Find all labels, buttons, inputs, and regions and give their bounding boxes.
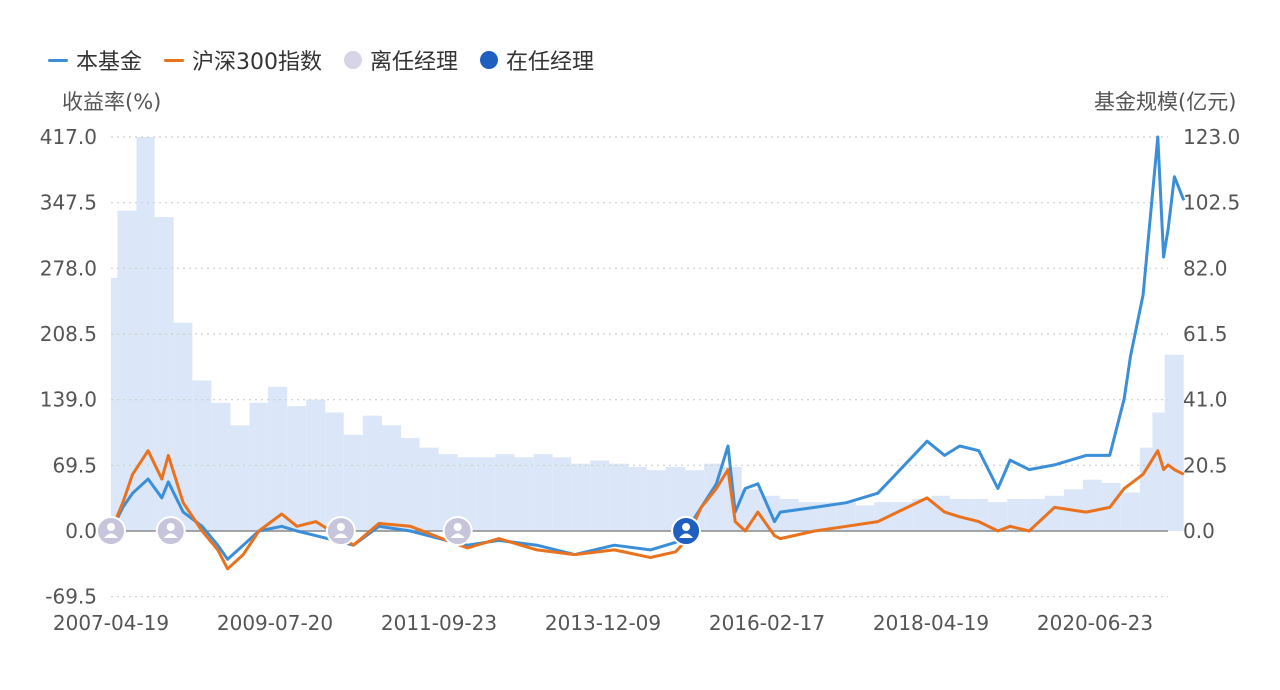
chart-legend: 本基金 沪深300指数 离任经理 在任经理	[48, 44, 594, 76]
aum-bar	[609, 463, 629, 531]
aum-bar	[268, 386, 288, 531]
aum-bar	[685, 470, 705, 531]
aum-bar	[476, 457, 496, 531]
manager-body-icon	[679, 533, 694, 538]
right-tick-label: 102.5	[1183, 191, 1240, 215]
right-tick-label: 123.0	[1183, 125, 1240, 149]
left-tick-label: 0.0	[65, 519, 97, 543]
legend-label-fund: 本基金	[76, 50, 143, 75]
aum-bar	[988, 502, 1008, 531]
legend-item-index[interactable]: 沪深300指数	[164, 44, 322, 76]
aum-bar	[949, 498, 970, 531]
aum-bar	[646, 470, 666, 531]
aum-bar	[1120, 492, 1140, 531]
aum-bar	[419, 447, 439, 531]
x-tick-label: 2016-02-17	[709, 611, 825, 635]
aum-bar	[533, 454, 553, 531]
aum-bar	[665, 466, 686, 531]
aum-bar	[1007, 498, 1026, 531]
aum-bar	[325, 412, 344, 531]
legend-item-fund[interactable]: 本基金	[48, 44, 142, 76]
right-tick-label: 41.0	[1183, 388, 1228, 412]
aum-bar	[173, 322, 193, 531]
aum-bar	[1082, 479, 1102, 531]
aum-bar	[401, 438, 420, 531]
former-manager-icon	[344, 51, 363, 69]
legend-item-former-manager[interactable]: 离任经理	[344, 44, 458, 76]
legend-item-current-manager[interactable]: 在任经理	[480, 44, 594, 76]
x-tick-label: 2013-12-09	[545, 611, 661, 635]
right-axis-title: 基金规模(亿元)	[1094, 90, 1237, 114]
aum-bar	[836, 502, 856, 531]
aum-bar	[855, 505, 875, 531]
fund-line-swatch	[48, 58, 68, 62]
aum-bar	[1164, 354, 1184, 531]
left-tick-label: 208.5	[40, 322, 97, 346]
current-manager-icon	[480, 51, 499, 69]
aum-bar	[495, 454, 515, 531]
aum-bar	[893, 502, 913, 531]
aum-bar	[438, 454, 458, 531]
aum-bar	[628, 466, 647, 531]
aum-bar	[381, 425, 402, 531]
manager-body-icon	[104, 533, 118, 538]
legend-label-current-manager: 在任经理	[506, 50, 595, 75]
aum-bar	[571, 463, 591, 531]
aum-bar	[514, 457, 534, 531]
manager-body-icon	[333, 533, 348, 538]
right-tick-label: 20.5	[1183, 453, 1228, 477]
index-return-line	[109, 449, 1185, 571]
left-tick-label: 347.5	[40, 191, 97, 215]
legend-label-former-manager: 离任经理	[370, 50, 459, 75]
aum-bar	[1139, 447, 1153, 531]
aum-bar	[457, 457, 477, 531]
aum-bar	[874, 502, 894, 531]
x-tick-label: 2011-09-23	[381, 611, 497, 635]
aum-bar	[362, 415, 382, 531]
aum-bar	[249, 402, 269, 531]
aum-bar	[154, 217, 174, 531]
aum-bar	[590, 460, 610, 531]
manager-body-icon	[163, 533, 178, 538]
manager-head-icon	[107, 523, 115, 531]
aum-bar	[912, 498, 932, 531]
aum-bar	[552, 457, 572, 531]
x-tick-label: 2007-04-19	[53, 611, 169, 635]
left-tick-label: 69.5	[52, 453, 97, 477]
right-tick-label: 0.0	[1183, 519, 1215, 543]
right-tick-label: 82.0	[1183, 256, 1228, 280]
aum-bar	[817, 502, 837, 531]
aum-bar	[287, 406, 307, 531]
x-tick-label: 2020-06-23	[1037, 611, 1153, 635]
aum-bar	[1025, 498, 1045, 531]
manager-body-icon	[450, 533, 465, 538]
x-tick-label: 2009-07-20	[217, 611, 333, 635]
left-tick-label: 278.0	[40, 256, 97, 280]
aum-bar	[192, 380, 212, 531]
right-tick-label: 61.5	[1183, 322, 1228, 346]
left-axis-title: 收益率(%)	[62, 90, 162, 114]
index-line-swatch	[164, 58, 185, 62]
left-tick-label: -69.5	[45, 585, 97, 609]
left-tick-label: 139.0	[40, 388, 97, 412]
aum-bar	[343, 434, 363, 531]
manager-head-icon	[453, 523, 462, 531]
manager-head-icon	[336, 523, 345, 531]
aum-bar	[741, 489, 761, 531]
aum-bar	[117, 210, 137, 531]
manager-head-icon	[682, 523, 691, 531]
aum-bar	[111, 277, 118, 531]
aum-bar	[1152, 412, 1165, 531]
aum-bar	[1044, 495, 1064, 531]
legend-label-index: 沪深300指数	[192, 50, 323, 75]
aum-bar	[230, 425, 250, 531]
x-tick-label: 2018-04-19	[873, 611, 989, 635]
aum-bar	[211, 402, 231, 531]
left-tick-label: 417.0	[40, 125, 97, 149]
aum-bar	[779, 498, 799, 531]
aum-bar	[136, 137, 155, 531]
manager-head-icon	[166, 523, 175, 531]
